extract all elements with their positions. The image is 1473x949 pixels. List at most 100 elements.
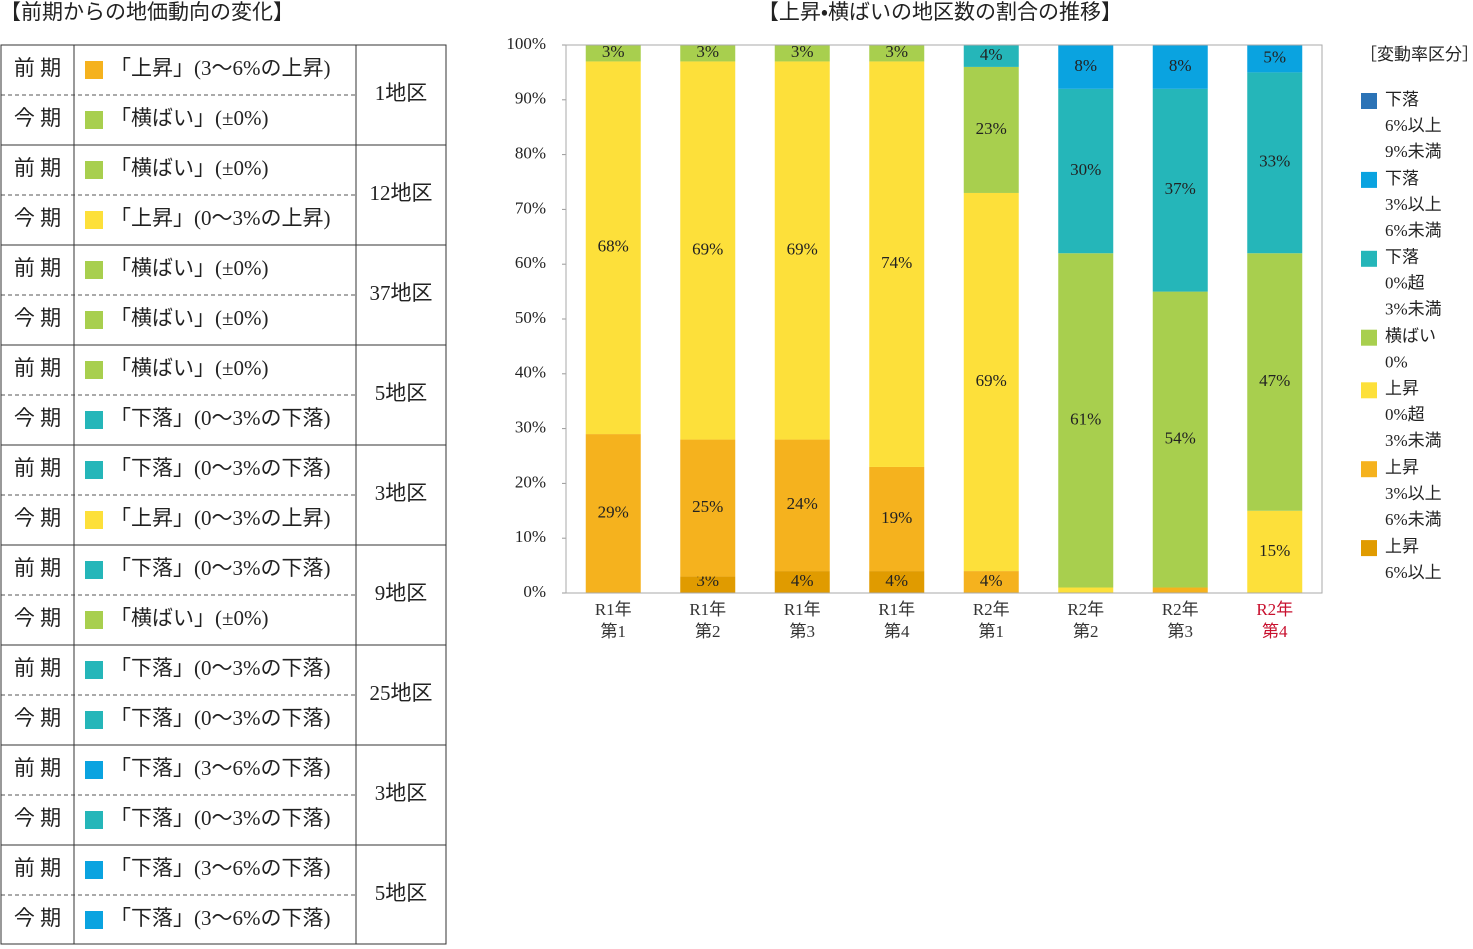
bar-segment [1152,88,1208,292]
legend-label: 上昇 [1385,537,1419,556]
x-tick-label: R1年 [689,600,726,619]
period-label: 前 期 [14,356,61,380]
bar-segment [869,45,925,62]
data-label: 47% [1259,371,1290,390]
data-label: 30% [1070,160,1101,179]
bar-segment [963,571,1019,593]
bar-segment [680,439,736,577]
bar-segment [1247,253,1303,511]
district-count: 37地区 [370,281,433,305]
period-label: 前 期 [14,856,61,880]
legend-label: 6%以上 [1385,116,1442,135]
y-tick-label: 30% [515,418,546,437]
period-label: 前 期 [14,756,61,780]
table-border [0,44,447,945]
bar-segment [1247,510,1303,593]
legend-swatch [85,561,103,579]
change-text: 「横ばい」(±0%) [110,606,269,630]
x-tick-label: R2年 [973,600,1010,619]
legend-label: 下落 [1385,90,1419,109]
change-text: 「下落」(0～3%の下落) [110,556,330,580]
bar-segment [1152,587,1208,593]
y-tick-label: 20% [515,472,546,491]
y-tick-label: 60% [515,253,546,272]
period-label: 今 期 [14,806,61,830]
bar-segment [963,192,1019,572]
data-label: 3% [696,42,719,61]
period-label: 前 期 [14,556,61,580]
y-tick-label: 0% [523,582,546,601]
period-label: 前 期 [14,656,61,680]
data-label: 15% [1259,541,1290,560]
data-label: 23% [976,119,1007,138]
bar-segment [1247,45,1303,73]
x-tick-label: 第4 [884,622,910,641]
plot-frame [565,44,1323,594]
data-label: 24% [787,494,818,513]
legend-swatch [85,661,103,679]
data-label: 69% [692,239,723,258]
data-label: 19% [881,508,912,527]
x-tick-label: R2年 [1067,600,1104,619]
x-tick-label: 第1 [601,622,627,641]
data-label: 68% [598,237,629,256]
y-tick-label: 100% [506,34,546,53]
change-text: 「横ばい」(±0%) [110,306,269,330]
legend-label: 6%未満 [1385,510,1442,529]
legend-swatch [85,261,103,279]
legend-swatch [85,611,103,629]
legend-swatch [85,161,103,179]
bar-segment [774,61,830,440]
change-text: 「横ばい」(±0%) [110,256,269,280]
legend-label: 6%以上 [1385,563,1442,582]
legend-label: 下落 [1385,248,1419,267]
period-label: 今 期 [14,206,61,230]
bar-segment [1247,72,1303,254]
district-count: 25地区 [370,681,433,705]
legend-swatch [1361,540,1377,557]
x-tick-label: 第2 [695,622,721,641]
legend-swatch [1361,171,1377,188]
data-label: 5% [1263,48,1286,67]
data-label: 61% [1070,409,1101,428]
legend-title: ［変動率区分］ [1360,45,1473,64]
bar-segment [1058,253,1114,588]
data-label: 3% [602,42,625,61]
bar-segment [1058,587,1114,593]
change-text: 「上昇」(3～6%の上昇) [110,56,330,80]
legend-swatch [85,811,103,829]
period-label: 前 期 [14,156,61,180]
legend-label: 9%未満 [1385,142,1442,161]
x-tick-label: R2年 [1256,600,1293,619]
bar-segment [774,45,830,62]
bar-segment [1058,88,1114,254]
x-tick-label: R1年 [878,600,915,619]
y-tick-label: 10% [515,527,546,546]
bar-segment [1152,291,1208,588]
bar-segment [680,61,736,440]
data-label: 54% [1165,428,1196,447]
data-label: 4% [980,571,1003,590]
x-tick-label: R1年 [595,600,632,619]
legend-swatch [1361,329,1377,346]
bar-segment [680,576,736,593]
legend-label: 6%未満 [1385,221,1442,240]
bar-segment [869,571,925,593]
legend-label: 0%超 [1385,274,1425,293]
legend-swatch [85,211,103,229]
data-label: 69% [787,239,818,258]
data-label: 29% [598,502,629,521]
change-text: 「上昇」(0～3%の上昇) [110,206,330,230]
legend-swatch [1361,461,1377,478]
legend-swatch [85,511,103,529]
district-count: 9地区 [375,581,428,605]
bar-segment [963,45,1019,67]
x-tick-label: 第3 [1168,622,1194,641]
y-tick-label: 80% [515,144,546,163]
bar-segment [869,61,925,467]
data-label: 69% [976,371,1007,390]
district-count: 3地区 [375,781,428,805]
